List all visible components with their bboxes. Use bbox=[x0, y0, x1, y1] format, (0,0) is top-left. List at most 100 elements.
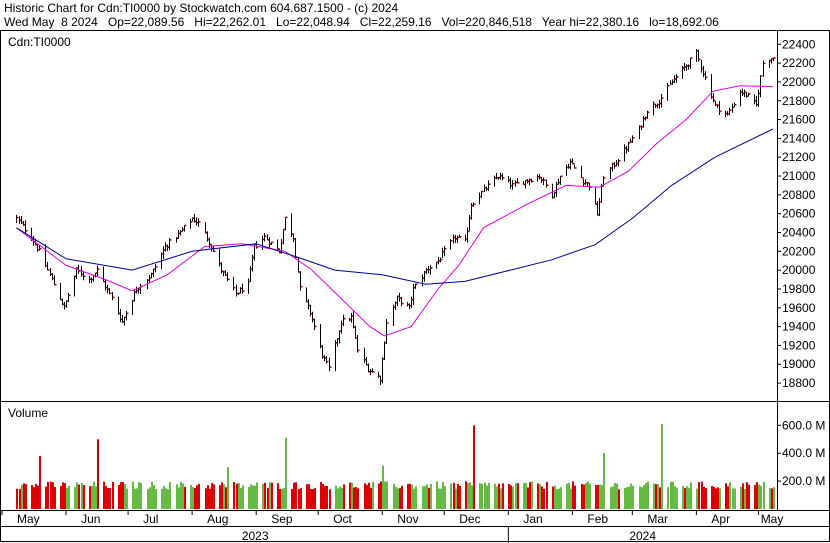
volume-bar bbox=[242, 485, 244, 509]
volume-bar bbox=[192, 487, 194, 509]
price-tick-label: 21000 bbox=[782, 169, 816, 183]
volume-bar bbox=[64, 483, 66, 509]
volume-bar bbox=[103, 481, 105, 509]
volume-bar bbox=[155, 488, 157, 509]
month-label: Mar bbox=[647, 512, 668, 526]
volume-bar bbox=[76, 482, 78, 509]
volume-bar bbox=[35, 483, 37, 509]
volume-bar bbox=[207, 485, 209, 509]
volume-bar bbox=[60, 485, 62, 509]
close-value: Cl=22,259.16 bbox=[359, 15, 432, 29]
volume-bar bbox=[568, 482, 570, 509]
volume-bar bbox=[467, 482, 469, 509]
volume-bar bbox=[661, 423, 663, 509]
volume-bar bbox=[153, 485, 155, 509]
volume-bar bbox=[424, 486, 426, 509]
price-tick-label: 21600 bbox=[782, 113, 816, 127]
volume-bar bbox=[696, 488, 698, 509]
volume-bar bbox=[320, 481, 322, 509]
volume-bar bbox=[531, 481, 533, 509]
price-tick-label: 20000 bbox=[782, 263, 816, 277]
volume-bar bbox=[603, 453, 605, 509]
price-tick-label: 19600 bbox=[782, 301, 816, 315]
volume-bar bbox=[570, 488, 572, 509]
volume-bar bbox=[748, 484, 750, 509]
year-low-value: lo=18,692.06 bbox=[649, 15, 719, 29]
volume-bar bbox=[23, 483, 25, 509]
volume-bar bbox=[50, 481, 52, 509]
price-tick-label: 21400 bbox=[782, 131, 816, 145]
volume-bar bbox=[742, 483, 744, 509]
volume-bar bbox=[484, 482, 486, 509]
volume-bar bbox=[353, 487, 355, 509]
volume-bar bbox=[672, 481, 674, 509]
volume-bar bbox=[674, 486, 676, 509]
volume-bar bbox=[517, 483, 519, 509]
volume-bar bbox=[337, 488, 339, 509]
volume-bar bbox=[68, 485, 70, 509]
volume-bar bbox=[659, 487, 661, 509]
month-label: Nov bbox=[397, 512, 418, 526]
month-label: Jul bbox=[143, 512, 158, 526]
volume-bar bbox=[688, 487, 690, 509]
volume-bar bbox=[676, 487, 678, 509]
volume-bar bbox=[54, 487, 56, 509]
month-label: Jun bbox=[81, 512, 100, 526]
price-tick-label: 22000 bbox=[782, 75, 816, 89]
volume-bar bbox=[763, 481, 765, 509]
volume-bar bbox=[554, 485, 556, 509]
volume-bar bbox=[556, 489, 558, 509]
volume-bar bbox=[138, 482, 140, 509]
volume-bar bbox=[343, 484, 345, 509]
volume-bar bbox=[686, 486, 688, 509]
quote-date: Wed May 8 2024 bbox=[4, 15, 98, 29]
volume-bar bbox=[655, 484, 657, 509]
volume-bar bbox=[618, 489, 620, 509]
volume-tick-label: 600.0 M bbox=[782, 418, 825, 432]
volume-bar bbox=[450, 483, 452, 509]
volume-bar bbox=[653, 483, 655, 509]
year-label: 2024 bbox=[629, 529, 656, 543]
volume-bar bbox=[219, 485, 221, 509]
volume-bar bbox=[132, 481, 134, 509]
volume-bar bbox=[254, 485, 256, 509]
volume-bar bbox=[293, 482, 295, 509]
volume-bar bbox=[393, 483, 395, 509]
volume-bar bbox=[112, 481, 114, 509]
volume-panel-label: Volume bbox=[8, 406, 48, 420]
volume-bar bbox=[306, 484, 308, 509]
volume-bar bbox=[233, 481, 235, 509]
price-tick-label: 22400 bbox=[782, 37, 816, 51]
low-value: Lo=22,048.94 bbox=[276, 15, 350, 29]
volume-bar bbox=[122, 482, 124, 509]
month-label: Dec bbox=[459, 512, 480, 526]
volume-bar bbox=[238, 482, 240, 509]
volume-bar bbox=[223, 484, 225, 509]
volume-bar bbox=[574, 485, 576, 509]
volume-bar bbox=[587, 481, 589, 509]
volume-bar bbox=[83, 484, 85, 509]
volume-bar bbox=[523, 483, 525, 509]
volume-bar bbox=[184, 486, 186, 509]
volume-bar bbox=[572, 481, 574, 509]
volume-bar bbox=[754, 485, 756, 509]
volume-bar bbox=[16, 488, 18, 509]
volume-bar bbox=[382, 465, 384, 509]
volume-bar bbox=[601, 484, 603, 509]
volume-bar bbox=[281, 489, 283, 509]
volume-bar bbox=[190, 485, 192, 509]
volume-bar bbox=[701, 481, 703, 509]
volume-bar bbox=[690, 482, 692, 509]
volume-bar bbox=[89, 486, 91, 509]
quote-summary: Wed May 8 2024 Op=22,089.56 Hi=22,262.01… bbox=[4, 15, 719, 29]
volume-bar bbox=[558, 488, 560, 509]
volume-bar bbox=[705, 488, 707, 509]
volume-bar bbox=[539, 484, 541, 509]
chart-title: Historic Chart for Cdn:TI0000 by Stockwa… bbox=[4, 1, 399, 15]
volume-bar bbox=[300, 488, 302, 509]
volume-bar bbox=[264, 482, 266, 509]
volume-bar bbox=[411, 484, 413, 509]
volume-bar bbox=[380, 481, 382, 509]
volume-bar bbox=[95, 486, 97, 509]
volume-bar bbox=[703, 486, 705, 509]
